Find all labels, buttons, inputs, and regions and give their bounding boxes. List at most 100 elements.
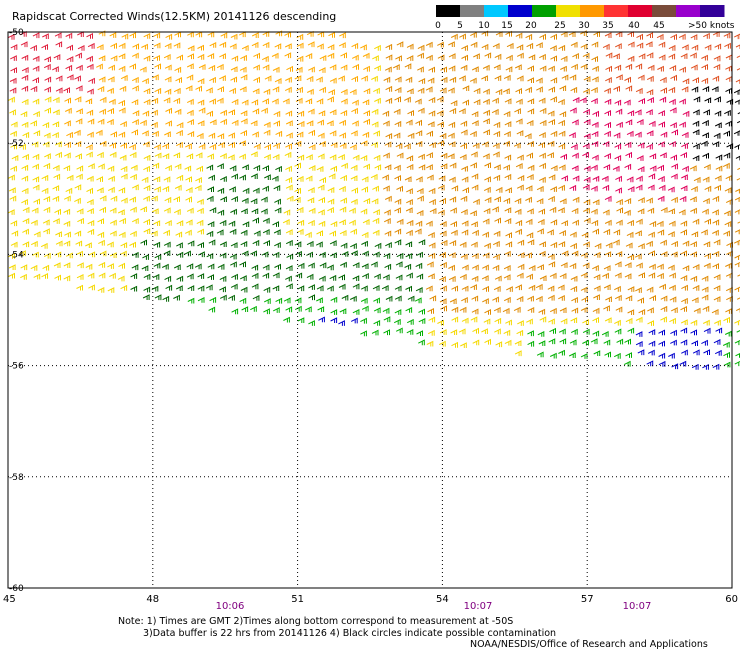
wind-barb xyxy=(505,155,511,160)
wind-barb xyxy=(726,176,732,181)
wind-barb xyxy=(668,209,674,214)
wind-barb xyxy=(375,165,381,170)
wind-barb xyxy=(140,207,146,212)
wind-barb xyxy=(239,32,245,37)
wind-barb xyxy=(471,222,477,227)
wind-barb xyxy=(9,110,15,115)
wind-barb xyxy=(208,264,214,269)
wind-barb xyxy=(283,220,289,225)
wind-barb xyxy=(428,309,434,314)
wind-barb xyxy=(76,109,82,114)
wind-barb xyxy=(492,110,498,115)
wind-barb xyxy=(657,264,663,269)
wind-barb xyxy=(691,330,697,335)
wind-barb xyxy=(716,166,722,171)
wind-barb xyxy=(75,185,81,190)
wind-barb xyxy=(32,208,38,213)
wind-barb xyxy=(670,123,676,128)
wind-barb xyxy=(217,65,223,70)
wind-barb xyxy=(419,79,425,84)
wind-barb xyxy=(110,143,116,148)
wind-barb xyxy=(626,65,632,70)
wind-barb xyxy=(165,198,171,203)
wind-barb xyxy=(670,108,676,113)
wind-barb xyxy=(527,153,533,158)
wind-barb xyxy=(668,232,674,237)
wind-barb xyxy=(231,275,237,280)
wind-barb xyxy=(331,167,337,172)
wind-barb xyxy=(217,98,223,103)
legend-label: 0 xyxy=(435,21,441,31)
wind-barb xyxy=(34,274,40,279)
wind-barb xyxy=(11,68,17,73)
wind-barb xyxy=(240,276,246,281)
wind-barb xyxy=(175,32,181,37)
wind-barb xyxy=(416,177,422,182)
wind-barb xyxy=(240,67,246,72)
wind-barb xyxy=(604,165,610,170)
wind-barb xyxy=(690,252,696,257)
wind-barb xyxy=(130,175,136,180)
wind-barb xyxy=(583,54,589,59)
wind-barb xyxy=(44,65,50,70)
wind-barb xyxy=(406,200,412,205)
wind-barb xyxy=(372,199,378,204)
wind-barb xyxy=(671,35,677,40)
wind-barb xyxy=(208,54,214,59)
wind-barb xyxy=(558,100,564,105)
wind-barb xyxy=(661,307,667,312)
wind-barb xyxy=(317,231,323,236)
wind-barb xyxy=(22,68,28,73)
wind-barb xyxy=(372,186,378,191)
wind-barb xyxy=(635,110,641,115)
wind-barb xyxy=(702,365,708,370)
wind-barb xyxy=(416,288,422,293)
wind-barb xyxy=(317,286,323,291)
wind-barb xyxy=(186,177,192,182)
wind-barb xyxy=(406,189,412,194)
wind-barb xyxy=(352,121,358,126)
wind-barb xyxy=(395,296,401,301)
wind-barb xyxy=(636,318,642,323)
wind-barb xyxy=(44,164,50,169)
wind-barb xyxy=(372,330,378,335)
wind-barb xyxy=(339,133,345,138)
wind-barb xyxy=(185,166,191,171)
wind-barb xyxy=(32,164,38,169)
wind-barb xyxy=(188,132,194,137)
wind-barb xyxy=(605,111,611,116)
wind-barb xyxy=(417,53,423,58)
legend-label: 25 xyxy=(554,21,565,31)
wind-barb xyxy=(306,54,312,59)
wind-barb xyxy=(559,144,565,149)
wind-barb xyxy=(683,112,689,117)
wind-barb xyxy=(692,87,698,92)
wind-barb xyxy=(461,130,467,135)
wind-barb xyxy=(735,197,740,202)
wind-barb xyxy=(540,66,546,71)
wind-barb xyxy=(558,351,564,356)
wind-barb xyxy=(572,153,578,158)
wind-barb xyxy=(264,175,270,180)
wind-barb xyxy=(714,65,720,70)
wind-barb xyxy=(64,121,70,126)
wind-barb xyxy=(339,285,345,290)
wind-barb xyxy=(162,144,168,149)
wind-barb xyxy=(638,198,644,203)
wind-barb xyxy=(658,142,664,147)
wind-barb xyxy=(328,188,334,193)
wind-barb xyxy=(31,266,37,271)
legend-label: 10 xyxy=(478,21,490,31)
wind-barb xyxy=(560,112,566,117)
wind-barb xyxy=(493,144,499,149)
wind-barb xyxy=(164,208,170,213)
wind-barb xyxy=(120,156,126,161)
wind-barb xyxy=(517,131,523,136)
wind-barb xyxy=(592,123,598,128)
wind-barb xyxy=(85,243,91,248)
wind-barb xyxy=(130,243,136,248)
wind-barb xyxy=(606,243,612,248)
wind-barb xyxy=(472,265,478,270)
wind-barb xyxy=(316,298,322,303)
wind-barb xyxy=(144,220,150,225)
